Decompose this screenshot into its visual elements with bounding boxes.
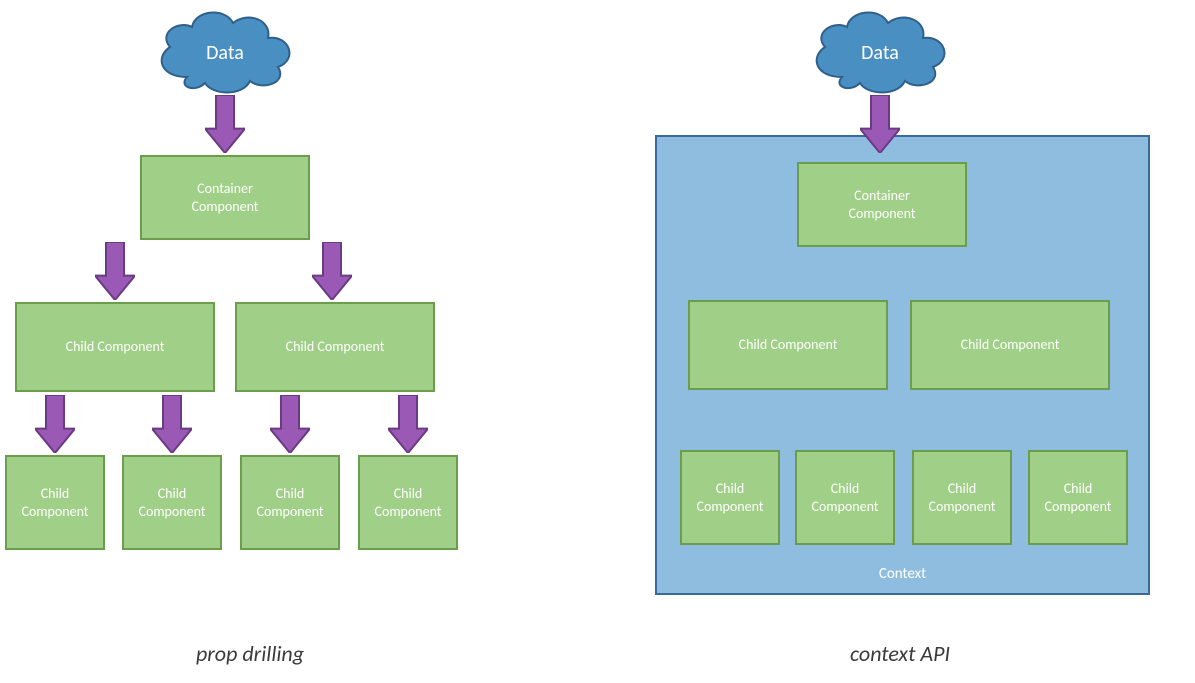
context-label: Context [657, 565, 1148, 583]
down-arrow-left-6 [388, 395, 428, 453]
caption-context-api: context API [800, 640, 1000, 667]
component-box-left-1: Child Component [15, 302, 215, 392]
component-box-right-6: Child Component [1028, 450, 1128, 545]
cloud-label: Data [150, 41, 300, 65]
down-arrow-right-0 [860, 95, 900, 153]
caption-prop-drilling: prop drilling [150, 640, 350, 667]
component-box-left-5: Child Component [240, 455, 340, 550]
component-box-left-3: Child Component [5, 455, 105, 550]
down-arrow-left-3 [35, 395, 75, 453]
down-arrow-left-5 [270, 395, 310, 453]
component-box-right-0: Container Component [797, 162, 967, 247]
component-box-left-0: Container Component [140, 155, 310, 240]
component-box-left-6: Child Component [358, 455, 458, 550]
cloud-label: Data [805, 41, 955, 65]
data-cloud-left: Data [150, 5, 300, 95]
component-box-left-2: Child Component [235, 302, 435, 392]
component-box-right-1: Child Component [688, 300, 888, 390]
component-box-left-4: Child Component [122, 455, 222, 550]
data-cloud-right: Data [805, 5, 955, 95]
component-box-right-5: Child Component [912, 450, 1012, 545]
down-arrow-left-0 [205, 95, 245, 153]
component-box-right-4: Child Component [795, 450, 895, 545]
component-box-right-2: Child Component [910, 300, 1110, 390]
down-arrow-left-1 [95, 242, 135, 300]
down-arrow-left-2 [312, 242, 352, 300]
down-arrow-left-4 [152, 395, 192, 453]
component-box-right-3: Child Component [680, 450, 780, 545]
